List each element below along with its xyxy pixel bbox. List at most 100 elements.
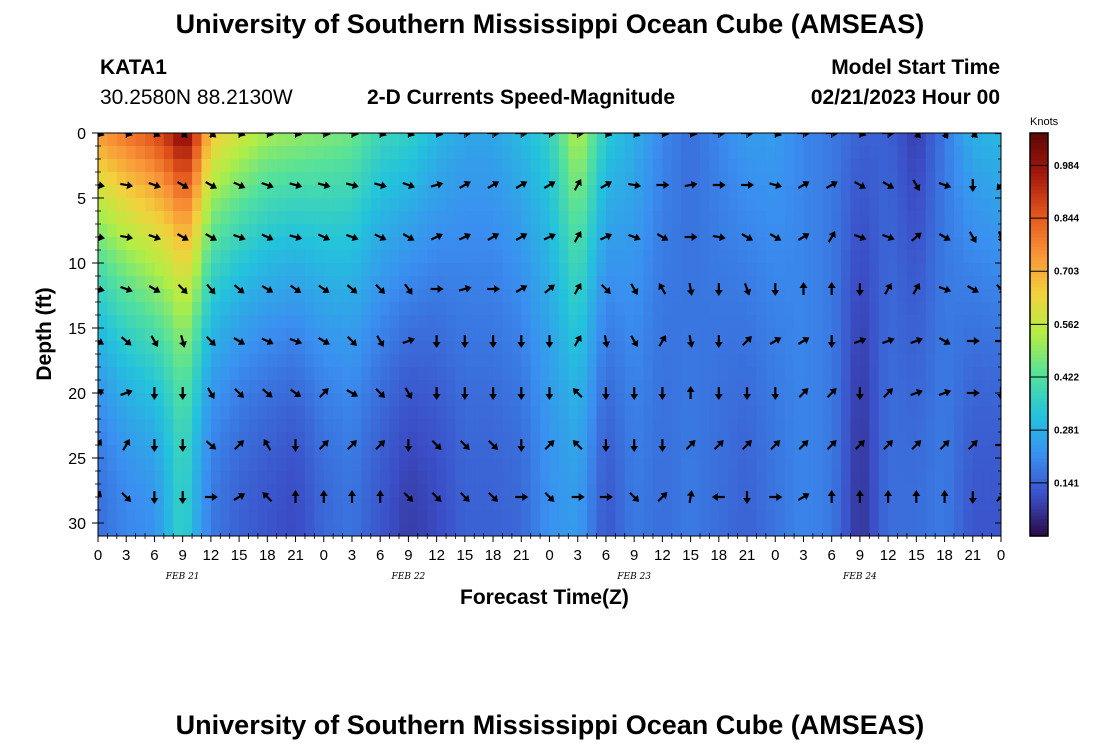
heatmap-cell [643, 445, 654, 459]
heatmap-cell [323, 367, 334, 381]
heatmap-cell [850, 315, 861, 329]
current-vector [376, 490, 385, 503]
heatmap-cell [841, 367, 852, 381]
current-vector [431, 491, 442, 502]
vector-head [180, 286, 188, 294]
heatmap-cell [643, 276, 654, 290]
heatmap-cell [304, 224, 315, 238]
heatmap-cell [210, 276, 221, 290]
x-tick-label: 6 [602, 547, 610, 564]
current-vector [686, 490, 695, 504]
vector-head [660, 492, 668, 500]
current-vector [658, 439, 667, 452]
heatmap-cell [511, 302, 522, 316]
vector-head [578, 493, 585, 501]
heatmap-cell [841, 458, 852, 472]
heatmap-cell [634, 315, 645, 329]
heatmap-cell [210, 185, 221, 199]
heatmap-cell [605, 276, 616, 290]
heatmap-cell [493, 393, 504, 407]
heatmap-cell [295, 393, 306, 407]
heatmap-cell [257, 172, 268, 186]
heatmap-cell [709, 497, 720, 511]
heatmap-cell [436, 159, 447, 173]
heatmap-cell [399, 328, 410, 342]
heatmap-cell [511, 198, 522, 212]
heatmap-cell [869, 380, 880, 394]
heatmap-cell [173, 328, 184, 342]
heatmap-cell [389, 133, 400, 147]
heatmap-cell [784, 354, 795, 368]
heatmap-cell [511, 354, 522, 368]
heatmap-cell [220, 146, 231, 160]
heatmap-cell [728, 172, 739, 186]
heatmap-cell [671, 419, 682, 433]
heatmap-cell [869, 484, 880, 498]
heatmap-cell [859, 393, 870, 407]
vector-head [262, 492, 270, 500]
heatmap-cell [163, 185, 174, 199]
heatmap-cell [831, 458, 842, 472]
heatmap-cell [718, 406, 729, 420]
heatmap-cell [154, 484, 165, 498]
heatmap-cell [624, 328, 635, 342]
heatmap-cell [728, 432, 739, 446]
current-vector [686, 334, 695, 348]
heatmap-cell [822, 354, 833, 368]
heatmap-cell [596, 263, 607, 277]
heatmap-cell [370, 172, 381, 186]
vector-head [859, 336, 867, 345]
heatmap-cell [916, 354, 927, 368]
current-vector [487, 181, 500, 189]
heatmap-cell [897, 211, 908, 225]
heatmap-cell [831, 159, 842, 173]
heatmap-cell [963, 315, 974, 329]
heatmap-cell [850, 341, 861, 355]
heatmap-cell [747, 419, 758, 433]
heatmap-cell [464, 367, 475, 381]
heatmap-cell [859, 172, 870, 186]
heatmap-cell [587, 302, 598, 316]
heatmap-cell [417, 458, 428, 472]
heatmap-cell [652, 497, 663, 511]
x-tick-label: 9 [404, 547, 412, 564]
vector-head [802, 233, 810, 240]
heatmap-cell [700, 484, 711, 498]
heatmap-cell [154, 224, 165, 238]
current-vector [517, 335, 526, 348]
heatmap-cell [116, 471, 127, 485]
heatmap-cell [521, 497, 532, 511]
heatmap-cell [671, 510, 682, 524]
heatmap-cell [549, 263, 560, 277]
current-vector [966, 337, 980, 345]
heatmap-cell [803, 419, 814, 433]
heatmap-cell [681, 302, 692, 316]
heatmap-cell [502, 276, 513, 290]
heatmap-cell [182, 328, 193, 342]
heatmap-cell [530, 185, 541, 199]
heatmap-cell [869, 367, 880, 381]
colorbar-segment [1030, 169, 1048, 174]
heatmap-cell [935, 523, 946, 536]
heatmap-cell [154, 315, 165, 329]
heatmap-cell [417, 471, 428, 485]
heatmap-cell [822, 406, 833, 420]
heatmap-cell [511, 484, 522, 498]
x-tick-label: 6 [828, 547, 836, 564]
heatmap-cell [878, 146, 889, 160]
heatmap-cell [370, 263, 381, 277]
current-vector [573, 282, 582, 295]
heatmap-cell [652, 393, 663, 407]
colorbar-segment [1030, 280, 1048, 285]
heatmap-cell [953, 276, 964, 290]
heatmap-cell [906, 315, 917, 329]
heatmap-cell [192, 458, 203, 472]
heatmap-cell [370, 367, 381, 381]
heatmap-cell [568, 237, 579, 251]
heatmap-cell [145, 315, 156, 329]
heatmap-cell [267, 276, 278, 290]
current-vector [515, 285, 528, 293]
vector-head [464, 232, 472, 241]
heatmap-cell [897, 497, 908, 511]
vector-head [801, 440, 809, 448]
